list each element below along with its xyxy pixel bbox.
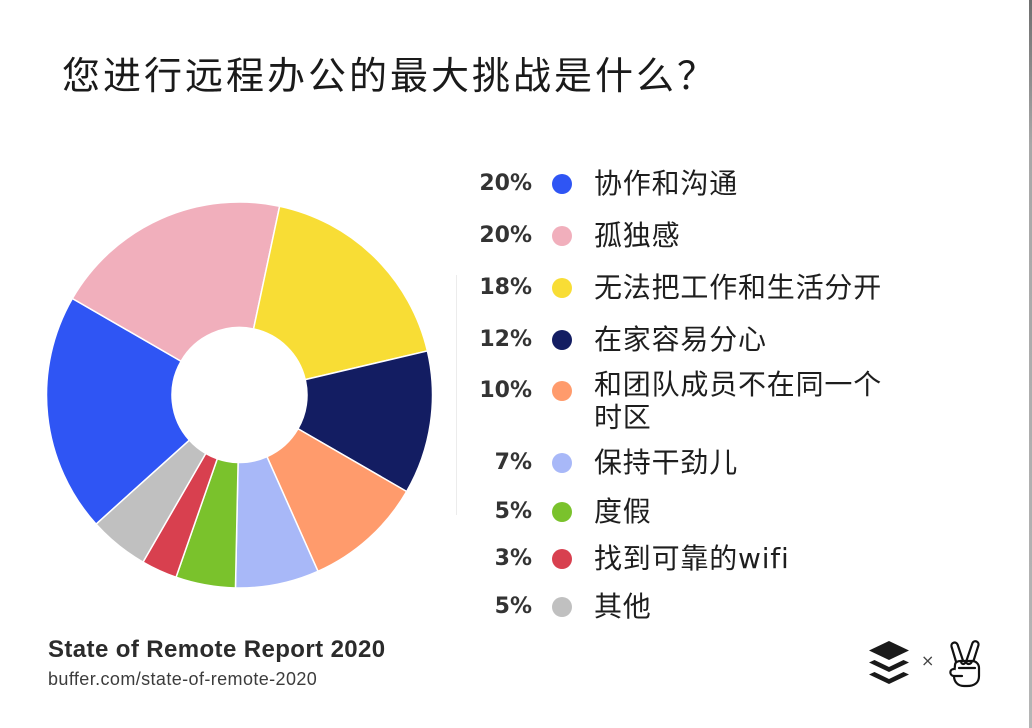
- legend-value: 20: [479, 223, 510, 248]
- legend-color-dot: [552, 452, 572, 473]
- pie-slice-9: [95, 439, 207, 564]
- legend-color-dot: [552, 329, 572, 350]
- legend-percent: 10%: [462, 374, 532, 407]
- legend-unit: %: [509, 275, 532, 300]
- legend-percent: 12%: [462, 323, 532, 356]
- legend-label: 找到可靠的wifi: [594, 542, 790, 575]
- legend-label: 度假: [594, 495, 652, 528]
- legend-divider: [456, 275, 457, 515]
- legend-percent: 7%: [462, 446, 532, 479]
- legend-label: 孤独感: [594, 219, 681, 252]
- legend-unit: %: [509, 546, 532, 571]
- legend-value: 10: [479, 378, 510, 403]
- legend-unit: %: [509, 378, 532, 403]
- legend-value: 12: [479, 327, 510, 352]
- donut-chart: [45, 201, 434, 589]
- legend-item: 5% 其他: [460, 590, 910, 623]
- legend-color-dot: [552, 548, 572, 569]
- legend-item: 20% 协作和沟通: [460, 167, 910, 200]
- legend-item: 3% 找到可靠的wifi: [460, 542, 910, 575]
- legend-percent: 5%: [462, 590, 532, 623]
- legend-label: 和团队成员不在同一个时区: [594, 368, 883, 434]
- legend-label: 协作和沟通: [594, 167, 739, 200]
- legend-percent: 20%: [462, 219, 532, 252]
- legend-value: 7: [494, 450, 510, 475]
- legend-unit: %: [509, 171, 532, 196]
- legend-color-dot: [552, 501, 572, 522]
- legend-value: 5: [494, 499, 510, 524]
- legend-unit: %: [509, 223, 532, 248]
- legend-color-dot: [552, 173, 572, 194]
- page-edge-shadow: [1029, 0, 1032, 728]
- legend-percent: 18%: [462, 271, 532, 304]
- legend-label: 其他: [594, 590, 652, 623]
- legend-percent: 5%: [462, 495, 532, 528]
- legend-color-dot: [552, 380, 572, 401]
- legend-color-dot: [552, 225, 572, 246]
- legend-value: 18: [479, 275, 510, 300]
- legend-item: 12% 在家容易分心: [460, 323, 910, 356]
- logo-separator: ×: [921, 651, 935, 670]
- pie-slice-1: [45, 297, 191, 526]
- legend: 20% 协作和沟通 20% 孤独感 18% 无法把工作和生活分开 12% 在家容…: [460, 0, 910, 728]
- legend-color-dot: [552, 277, 572, 298]
- legend-value: 3: [494, 546, 510, 571]
- legend-value: 20: [479, 171, 510, 196]
- legend-unit: %: [509, 327, 532, 352]
- report-title: State of Remote Report 2020: [48, 636, 386, 663]
- legend-label: 无法把工作和生活分开: [594, 271, 883, 304]
- legend-unit: %: [509, 499, 532, 524]
- legend-unit: %: [509, 450, 532, 475]
- legend-item: 5% 度假: [460, 495, 910, 528]
- legend-item: 20% 孤独感: [460, 219, 910, 252]
- legend-percent: 3%: [462, 542, 532, 575]
- legend-item: 7% 保持干劲儿: [460, 446, 910, 479]
- legend-percent: 20%: [462, 167, 532, 200]
- legend-item: 18% 无法把工作和生活分开: [460, 271, 910, 304]
- legend-label: 在家容易分心: [594, 323, 767, 356]
- report-url: buffer.com/state-of-remote-2020: [48, 669, 318, 689]
- legend-value: 5: [494, 594, 510, 619]
- legend-label: 保持干劲儿: [594, 446, 739, 479]
- legend-unit: %: [509, 594, 532, 619]
- pie-slice-2: [71, 201, 281, 363]
- legend-item: 10% 和团队成员不在同一个时区: [460, 368, 910, 434]
- legend-color-dot: [552, 596, 572, 617]
- pie-slice-4: [296, 350, 434, 493]
- peace-hand-icon: [949, 640, 981, 688]
- pie-slice-3: [252, 205, 429, 381]
- buffer-logo-icon: [869, 641, 909, 684]
- chart-title: 您进行远程办公的最大挑战是什么？: [62, 54, 719, 98]
